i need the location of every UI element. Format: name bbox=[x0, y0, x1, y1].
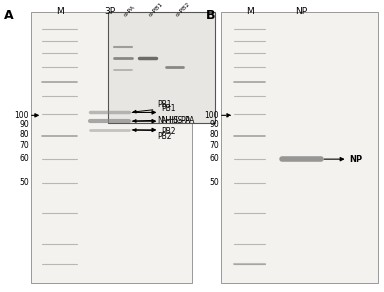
Text: 80: 80 bbox=[209, 131, 219, 139]
Text: 100: 100 bbox=[204, 111, 219, 120]
Text: 70: 70 bbox=[19, 141, 29, 150]
Text: PB2: PB2 bbox=[161, 127, 176, 136]
Text: 90: 90 bbox=[209, 121, 219, 129]
Text: PB1: PB1 bbox=[161, 105, 176, 113]
Text: PB1: PB1 bbox=[157, 100, 172, 109]
Text: 70: 70 bbox=[209, 141, 219, 150]
Bar bbox=[221, 12, 378, 283]
Text: 3P: 3P bbox=[104, 7, 115, 16]
Text: B: B bbox=[205, 9, 215, 22]
Bar bbox=[31, 12, 192, 283]
Text: 80: 80 bbox=[19, 131, 29, 139]
Text: NP: NP bbox=[349, 155, 362, 164]
Text: N-HIS-PA: N-HIS-PA bbox=[157, 116, 191, 125]
Text: A: A bbox=[4, 9, 13, 22]
Text: α-PB1: α-PB1 bbox=[148, 2, 164, 18]
Text: α-PA: α-PA bbox=[123, 5, 136, 18]
Text: N-HIS-PA: N-HIS-PA bbox=[161, 116, 195, 125]
Text: PB2: PB2 bbox=[157, 132, 172, 141]
Text: 90: 90 bbox=[19, 121, 29, 129]
Text: M: M bbox=[56, 7, 63, 16]
Text: 50: 50 bbox=[209, 178, 219, 187]
Text: 50: 50 bbox=[19, 178, 29, 187]
Text: 60: 60 bbox=[19, 154, 29, 163]
Text: NP: NP bbox=[295, 7, 308, 16]
Text: 100: 100 bbox=[14, 111, 29, 120]
Text: M: M bbox=[246, 7, 253, 16]
Text: α-PB2: α-PB2 bbox=[175, 2, 191, 18]
Text: 60: 60 bbox=[209, 154, 219, 163]
Bar bbox=[108, 12, 215, 123]
